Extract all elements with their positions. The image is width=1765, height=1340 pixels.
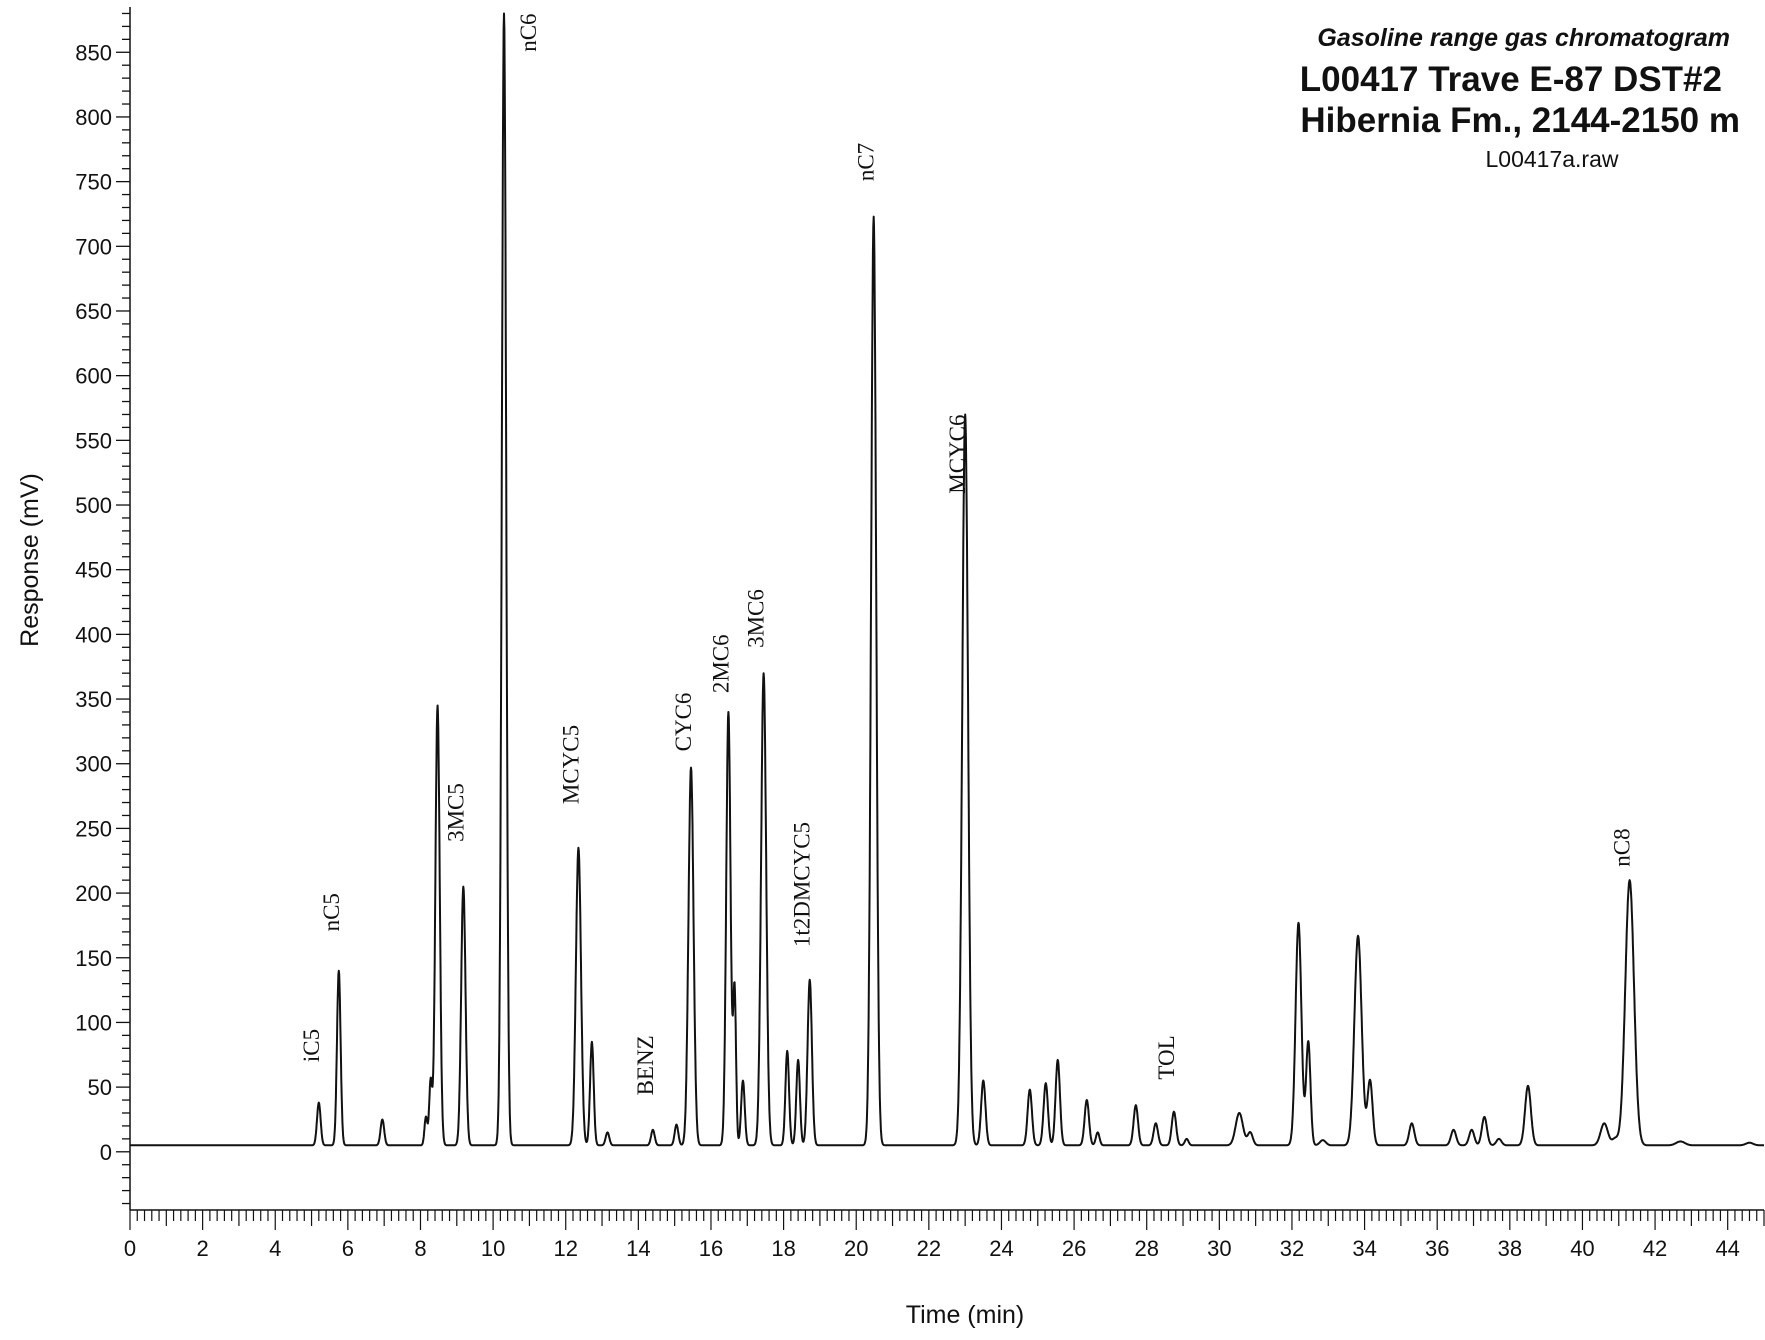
peak-label: CYC6 (671, 693, 696, 752)
y-tick-label: 50 (88, 1075, 112, 1100)
peak-label: BENZ (633, 1035, 658, 1095)
y-tick-label: 600 (75, 364, 112, 389)
peak-label: nC7 (854, 143, 879, 181)
x-tick-label: 18 (771, 1236, 795, 1261)
x-tick-label: 6 (342, 1236, 354, 1261)
peak-label: iC5 (299, 1029, 324, 1062)
x-tick-label: 16 (699, 1236, 723, 1261)
peak-label: 1t2DMCYC5 (790, 822, 815, 947)
y-tick-label: 850 (75, 40, 112, 65)
x-tick-label: 12 (553, 1236, 577, 1261)
x-tick-label: 4 (269, 1236, 281, 1261)
y-tick-label: 650 (75, 299, 112, 324)
x-tick-label: 38 (1498, 1236, 1522, 1261)
chart-title-line-2: L00417 Trave E-87 DST#2 (1300, 60, 1722, 99)
x-tick-label: 32 (1280, 1236, 1304, 1261)
y-tick-label: 350 (75, 687, 112, 712)
x-tick-label: 24 (989, 1236, 1013, 1261)
x-tick-label: 42 (1643, 1236, 1667, 1261)
x-tick-label: 20 (844, 1236, 868, 1261)
x-tick-label: 40 (1570, 1236, 1594, 1261)
peak-label: 2MC6 (708, 634, 733, 693)
chart-title-line-1: Gasoline range gas chromatogram (1317, 24, 1730, 52)
x-tick-label: 10 (481, 1236, 505, 1261)
y-tick-label: 450 (75, 558, 112, 583)
x-tick-label: 22 (917, 1236, 941, 1261)
y-tick-label: 200 (75, 881, 112, 906)
y-tick-label: 500 (75, 493, 112, 518)
peak-label: 3MC5 (443, 783, 468, 842)
x-tick-label: 8 (414, 1236, 426, 1261)
x-tick-label: 36 (1425, 1236, 1449, 1261)
x-tick-label: 28 (1134, 1236, 1158, 1261)
x-tick-label: 26 (1062, 1236, 1086, 1261)
x-tick-label: 0 (124, 1236, 136, 1261)
chromatogram-trace (129, 12, 1765, 1147)
y-tick-label: 0 (100, 1140, 112, 1165)
y-tick-label: 400 (75, 622, 112, 647)
x-axis-title: Time (min) (906, 1301, 1025, 1329)
x-tick-label: 44 (1715, 1236, 1739, 1261)
y-axis-title: Response (mV) (16, 473, 44, 647)
x-tick-label: 2 (196, 1236, 208, 1261)
peak-label: nC6 (516, 13, 541, 51)
y-ticks: 0 50 100 150 200 250 300 350 400 450 500 550 600 650 7… (75, 12, 130, 1205)
y-tick-label: 100 (75, 1010, 112, 1035)
peak-label: MCYC6 (945, 414, 970, 493)
chart-subtitle: L00417a.raw (1486, 146, 1619, 172)
y-tick-label: 150 (75, 946, 112, 971)
peak-label: nC8 (1610, 828, 1635, 866)
chart-title-line-3: Hibernia Fm., 2144-2150 m (1300, 101, 1740, 140)
x-ticks: 0 2 4 6 8 10 12 14 16 18 20 22 24 26 28 30 32 34 36 38 40 42 4… (124, 1210, 1765, 1261)
y-tick-label: 550 (75, 428, 112, 453)
x-tick-label: 34 (1352, 1236, 1376, 1261)
axes (129, 7, 1764, 1211)
peak-labels: iC5 nC5 3MC5 nC6 MCYC5 BENZ CYC6 2MC6 3MC6 1t2DMC… (299, 13, 1635, 1095)
peak-label: nC5 (319, 893, 344, 931)
x-tick-label: 30 (1207, 1236, 1231, 1261)
y-tick-label: 800 (75, 105, 112, 130)
peak-label: MCYC5 (558, 725, 583, 804)
x-tick-label: 14 (626, 1236, 650, 1261)
y-tick-label: 300 (75, 752, 112, 777)
peak-label: 3MC6 (744, 589, 769, 648)
y-tick-label: 250 (75, 816, 112, 841)
peak-label: TOL (1154, 1035, 1179, 1079)
y-tick-label: 700 (75, 234, 112, 259)
y-tick-label: 750 (75, 170, 112, 195)
